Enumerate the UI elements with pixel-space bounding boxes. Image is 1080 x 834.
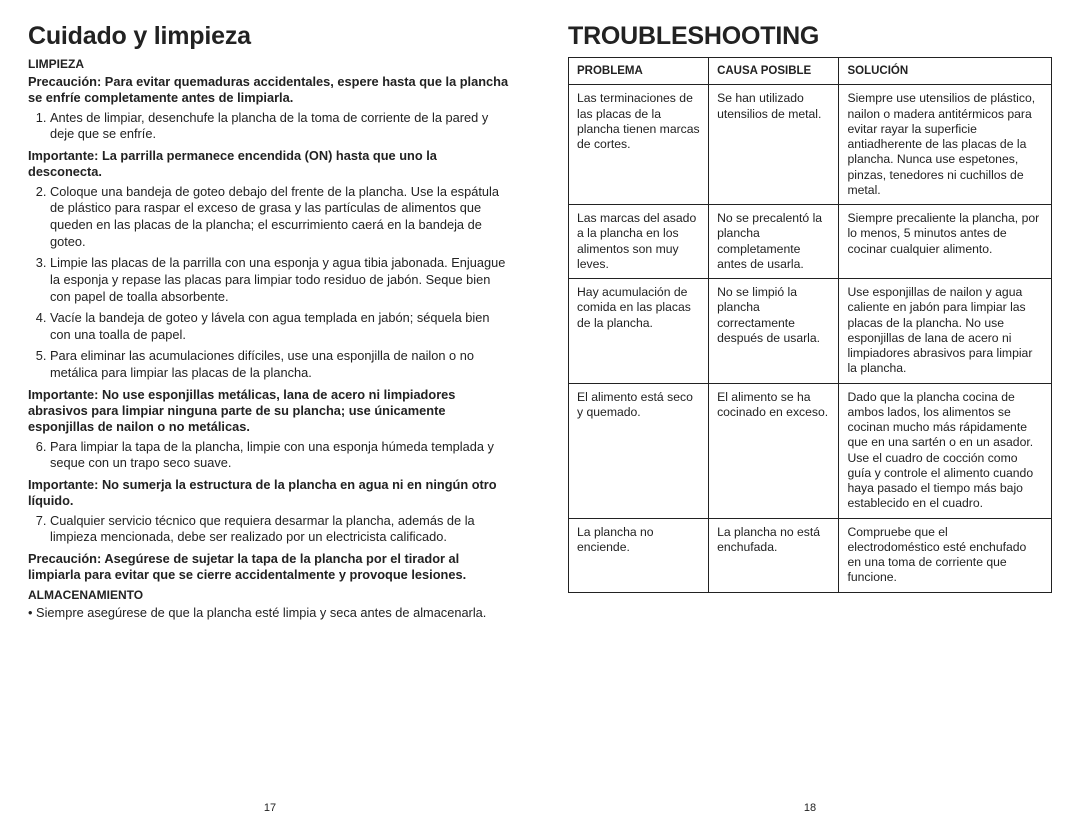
step-7: Cualquier servicio técnico que requiera …: [50, 513, 512, 546]
troubleshooting-table: Problema Causa Posible Solución Las term…: [568, 57, 1052, 593]
cleaning-steps-a: Antes de limpiar, desenchufe la plancha …: [28, 110, 512, 143]
table-row: El alimento está seco y quemado.El alime…: [569, 383, 1052, 518]
table-cell: El alimento se ha cocinado en exceso.: [709, 383, 839, 518]
page-number-right: 18: [540, 802, 1080, 814]
table-cell: Dado que la plancha cocina de ambos lado…: [839, 383, 1052, 518]
col-solucion: Solución: [839, 58, 1052, 85]
left-page: Cuidado y limpieza LIMPIEZA Precaución: …: [0, 0, 540, 834]
table-row: La plancha no enciende.La plancha no est…: [569, 518, 1052, 592]
table-row: Las marcas del asado a la plancha en los…: [569, 205, 1052, 279]
storage-bullet: Siempre asegúrese de que la plancha esté…: [28, 605, 512, 621]
step-1: Antes de limpiar, desenchufe la plancha …: [50, 110, 512, 143]
table-cell: El alimento está seco y quemado.: [569, 383, 709, 518]
step-4: Vacíe la bandeja de goteo y lávela con a…: [50, 310, 512, 343]
col-problema: Problema: [569, 58, 709, 85]
table-cell: La plancha no está enchufada.: [709, 518, 839, 592]
col-causa: Causa Posible: [709, 58, 839, 85]
important-1: Importante: La parrilla permanece encend…: [28, 148, 512, 181]
table-cell: Las marcas del asado a la plancha en los…: [569, 205, 709, 279]
step-6: Para limpiar la tapa de la plancha, limp…: [50, 439, 512, 472]
table-row: Las terminaciones de las placas de la pl…: [569, 85, 1052, 205]
cleaning-steps-b: Coloque una bandeja de goteo debajo del …: [28, 184, 512, 382]
storage-heading: ALMACENAMIENTO: [28, 588, 512, 602]
step-3: Limpie las placas de la parrilla con una…: [50, 255, 512, 305]
page-number-left: 17: [0, 802, 540, 814]
table-cell: Use esponjillas de nailon y agua calient…: [839, 279, 1052, 384]
limpieza-heading: LIMPIEZA: [28, 57, 512, 71]
table-cell: Siempre precaliente la plancha, por lo m…: [839, 205, 1052, 279]
important-3: Importante: No sumerja la estructura de …: [28, 477, 512, 510]
table-cell: Las terminaciones de las placas de la pl…: [569, 85, 709, 205]
table-header-row: Problema Causa Posible Solución: [569, 58, 1052, 85]
important-2: Importante: No use esponjillas metálicas…: [28, 387, 512, 436]
table-cell: Siempre use utensilios de plástico, nail…: [839, 85, 1052, 205]
table-cell: Compruebe que el electrodoméstico esté e…: [839, 518, 1052, 592]
table-row: Hay acumulación de comida en las placas …: [569, 279, 1052, 384]
precaution-1: Precaución: Para evitar quemaduras accid…: [28, 74, 512, 107]
table-cell: Hay acumulación de comida en las placas …: [569, 279, 709, 384]
table-cell: Se han utilizado utensilios de metal.: [709, 85, 839, 205]
cleaning-steps-c: Para limpiar la tapa de la plancha, limp…: [28, 439, 512, 472]
step-2: Coloque una bandeja de goteo debajo del …: [50, 184, 512, 251]
step-5: Para eliminar las acumulaciones difícile…: [50, 348, 512, 381]
table-cell: No se limpió la plancha correctamente de…: [709, 279, 839, 384]
left-title: Cuidado y limpieza: [28, 22, 512, 51]
right-page: TROUBLESHOOTING Problema Causa Posible S…: [540, 0, 1080, 834]
cleaning-steps-d: Cualquier servicio técnico que requiera …: [28, 513, 512, 546]
table-cell: No se precalentó la plancha completament…: [709, 205, 839, 279]
precaution-2: Precaución: Asegúrese de sujetar la tapa…: [28, 551, 512, 584]
table-cell: La plancha no enciende.: [569, 518, 709, 592]
right-title: TROUBLESHOOTING: [568, 22, 1052, 51]
